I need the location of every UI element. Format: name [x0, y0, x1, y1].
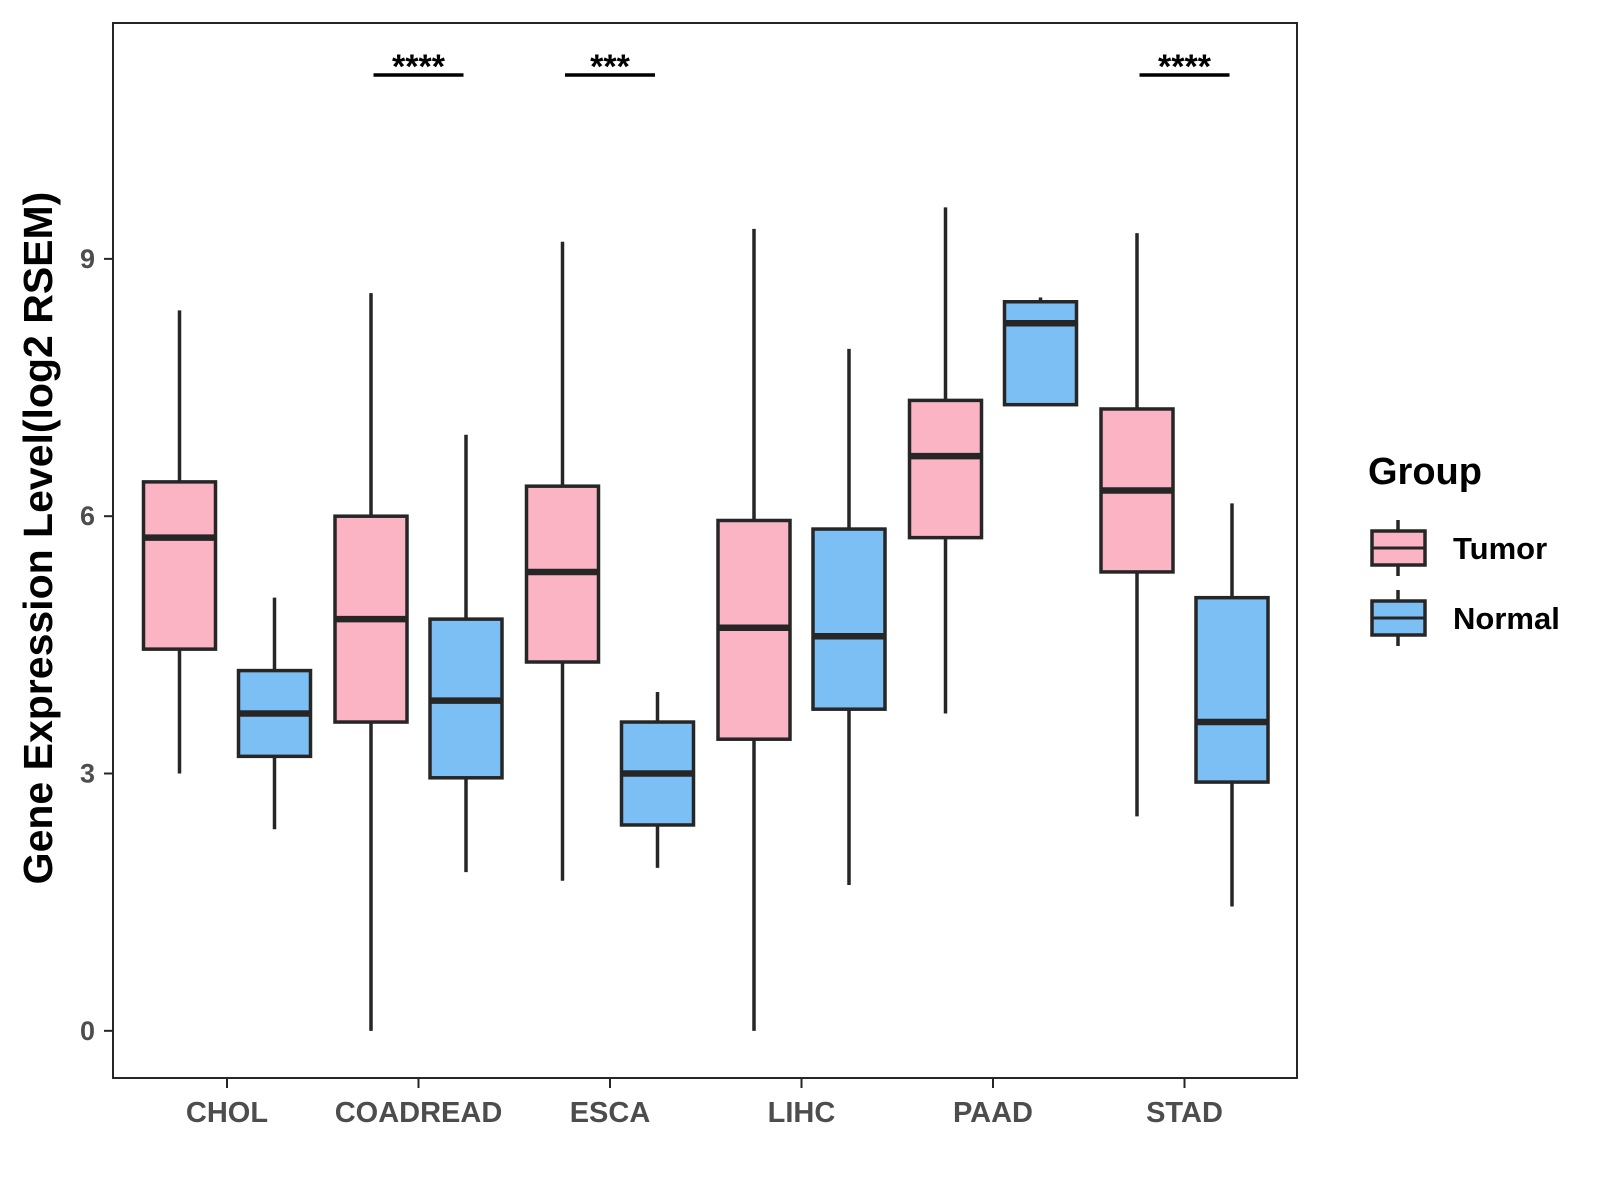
y-axis-title: Gene Expression Level(log2 RSEM): [15, 192, 61, 885]
legend: Group Tumor Normal: [1368, 451, 1560, 646]
box-normal-coadread: [428, 434, 504, 873]
legend-item-normal: Normal: [1370, 590, 1560, 646]
box-body: [1002, 300, 1079, 407]
box-body: [907, 398, 984, 540]
box-tumor-esca: [524, 241, 601, 881]
x-tick-label-coadread: COADREAD: [335, 1097, 503, 1129]
box-tumor-coadread: [333, 293, 409, 1031]
box-normal-lihc: [811, 348, 887, 886]
box-normal-esca: [619, 692, 696, 868]
y-tick-label-9: 9: [80, 244, 95, 274]
significance-coadread: ****: [373, 48, 464, 86]
x-tick-label-esca: ESCA: [570, 1097, 651, 1129]
significance-stad: ****: [1139, 48, 1230, 86]
plot-area: **** *** ****: [141, 48, 1270, 1031]
x-tick-label-chol: CHOL: [186, 1097, 268, 1129]
significance-esca: ***: [565, 48, 655, 86]
box-body: [811, 527, 887, 711]
significance-label: ****: [1158, 48, 1212, 86]
legend-label-tumor: Tumor: [1453, 531, 1547, 566]
box-tumor-paad: [907, 207, 984, 714]
box-normal-paad: [1002, 297, 1079, 407]
x-tick-label-paad: PAAD: [953, 1097, 1033, 1129]
axes: 0 3 6 9 CHOL COADREAD ESCA LIHC PAAD STAD: [80, 22, 1298, 1129]
box-tumor-chol: [141, 310, 218, 774]
x-tick-label-lihc: LIHC: [768, 1097, 836, 1129]
box-tumor-lihc: [716, 228, 792, 1031]
y-tick-label-3: 3: [80, 759, 95, 789]
significance-label: ***: [590, 48, 630, 86]
y-tick-label-6: 6: [80, 501, 95, 531]
legend-item-tumor: Tumor: [1370, 520, 1547, 576]
x-tick-label-stad: STAD: [1146, 1097, 1223, 1129]
box-normal-stad: [1194, 503, 1270, 907]
legend-label-normal: Normal: [1453, 601, 1560, 636]
y-tick-label-0: 0: [80, 1016, 95, 1046]
box-normal-chol: [236, 597, 313, 830]
box-tumor-stad: [1099, 233, 1175, 817]
panel-border: [112, 22, 1298, 1079]
legend-title: Group: [1368, 451, 1482, 493]
box-body: [141, 480, 218, 651]
significance-label: ****: [392, 48, 446, 86]
box-body: [1194, 595, 1270, 784]
